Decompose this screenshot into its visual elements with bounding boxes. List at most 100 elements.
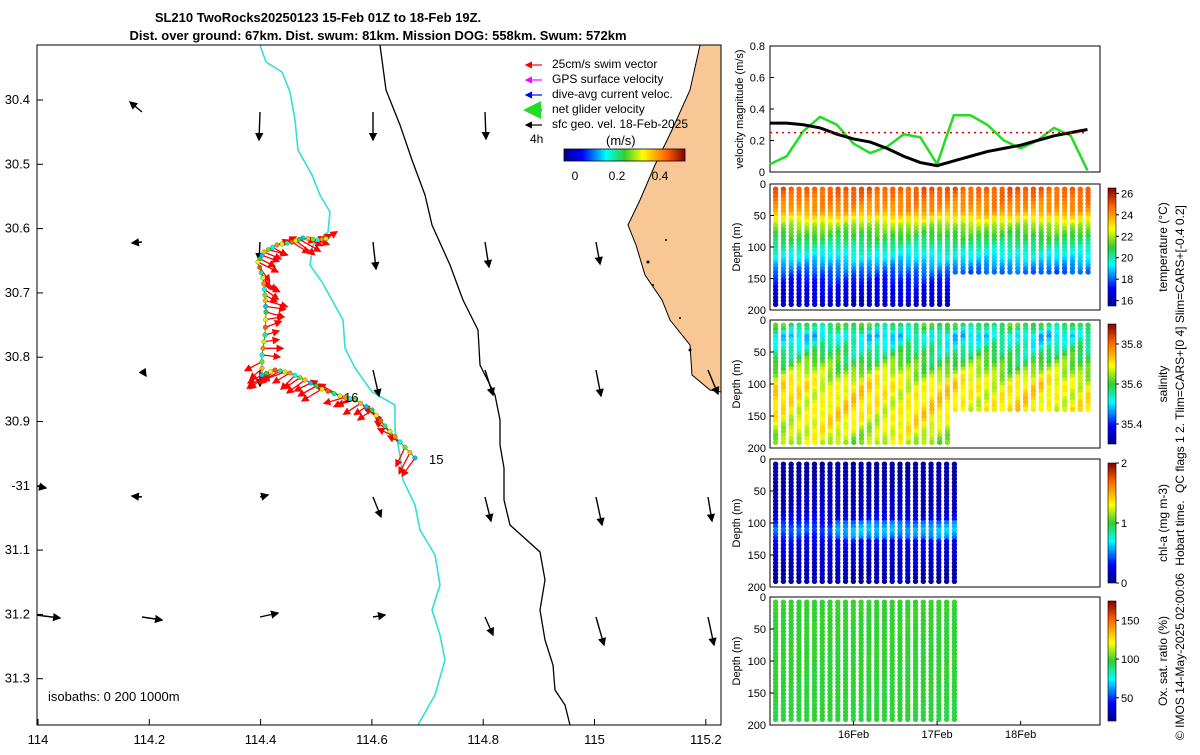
glider-position	[287, 370, 293, 376]
oxygen-sample	[943, 716, 950, 723]
temperature-sample	[874, 301, 880, 308]
temperature-y-label: Depth (m)	[731, 223, 743, 272]
glider-position	[268, 369, 274, 375]
swim-vector	[356, 409, 373, 421]
side-note: © IMOS 14-May-2025 02:00:06 Hobart time.…	[1173, 205, 1187, 740]
oxygen-sample	[804, 716, 810, 723]
salinity-panel: 0 50 100 150 200 Depth (m) 35.4 35.6 35.8 salinit…	[731, 315, 1170, 455]
temperature-sample	[913, 301, 919, 308]
title-line-2: Dist. over ground: 67km. Dist. swum: 81k…	[129, 28, 626, 43]
glider-position	[262, 332, 268, 338]
salinity-y-label: Depth (m)	[731, 360, 743, 409]
glider-position	[378, 418, 384, 424]
temperature-sample	[1069, 269, 1076, 275]
temperature-sample	[921, 301, 927, 308]
chl-a-sample	[889, 578, 895, 585]
glider-position	[325, 388, 331, 394]
glider-position	[331, 391, 337, 397]
oxygen-sample	[951, 716, 958, 723]
sfc-velocity-arrow	[484, 369, 495, 397]
glider-position	[261, 286, 267, 292]
swim-vector	[261, 352, 282, 361]
salinity-sample	[905, 439, 912, 446]
salinity-sample	[944, 439, 951, 446]
sfc-velocity-arrow	[255, 111, 264, 142]
swim-vector	[263, 336, 281, 345]
map-x-tick-label: 114.6	[356, 732, 388, 747]
time-x-tick-label: 18Feb	[1005, 729, 1036, 741]
time-note: Hobart time.	[1173, 500, 1187, 565]
sfc-velocity-arrow	[594, 241, 603, 266]
swim-vector	[373, 420, 391, 432]
salinity-sample	[960, 406, 966, 413]
temperature-sample	[952, 269, 958, 275]
swim-vector	[271, 372, 291, 384]
temperature-sample	[905, 301, 912, 308]
legend-colorbar	[563, 148, 686, 162]
oxygen-sample	[780, 716, 787, 723]
oxygen-sample	[811, 716, 818, 723]
oxygen-sample	[772, 716, 779, 723]
salinity-y-tick-label: 150	[748, 411, 766, 423]
sfc-velocity-arrow	[130, 238, 143, 247]
temperature-sample	[827, 301, 833, 308]
glider-position	[263, 317, 269, 323]
map-y-tick-label: -31	[11, 478, 30, 493]
glider-position	[259, 372, 265, 378]
salinity-sample	[1085, 406, 1091, 413]
oxygen-sample	[866, 716, 872, 723]
swim-vector	[265, 311, 286, 320]
glider-position	[263, 309, 269, 315]
salinity-sample	[772, 439, 779, 446]
glider-position	[319, 236, 325, 242]
temperature-sample	[991, 269, 998, 275]
oxygen-y-tick-label: 50	[754, 624, 766, 636]
map-legend: 25cm/s swim vector GPS surface velocity …	[523, 57, 688, 183]
sfc-velocity-arrow	[595, 616, 607, 647]
swim-vector	[297, 385, 317, 397]
temperature-sample	[897, 301, 904, 308]
oxygen-sample	[788, 716, 794, 723]
swim-vector	[395, 447, 406, 468]
sfc-velocity-arrow	[372, 612, 387, 621]
salinity-sample	[780, 439, 787, 446]
temperature-sample	[929, 301, 935, 308]
salinity-sample	[1030, 406, 1037, 413]
temperature-sample	[772, 301, 779, 308]
chl-a-sample	[788, 578, 794, 585]
salinity-sample	[983, 406, 990, 413]
oxygen-sample	[827, 716, 833, 723]
glider-position	[392, 434, 398, 440]
chl-a-y-tick-label: 0	[760, 454, 766, 466]
oxygen-sample	[842, 716, 849, 723]
sfc-velocity-arrow	[141, 614, 164, 624]
glider-position	[382, 423, 388, 429]
map-x-tick-label: 115	[584, 732, 605, 747]
temperature-sample	[796, 301, 802, 308]
velocity-series-line	[770, 121, 1088, 168]
glider-position	[358, 400, 364, 406]
glider-position	[297, 375, 303, 381]
salinity-sample	[1077, 406, 1083, 413]
legend-sfc-label: sfc geo. vel. 18-Feb-2025	[552, 117, 688, 131]
temperature-colorbar	[1107, 187, 1117, 307]
title-line-1: SL210 TwoRocks20250123 15-Feb 01Z to 18-…	[155, 10, 481, 25]
sfc-velocity-arrow	[259, 492, 270, 501]
swim-vector	[272, 246, 288, 256]
chl-a-sample	[811, 578, 818, 585]
legend-swim-label: 25cm/s swim vector	[552, 57, 657, 71]
velocity-axes	[769, 45, 1101, 173]
temperature-panel: 0 50 100 150 200 Depth (m) 16 18 20 22 24 26 tempera…	[731, 179, 1170, 317]
day-15-label: 15	[429, 452, 443, 467]
salinity-cbar-tick-label: 35.8	[1121, 339, 1142, 351]
temperature-sample	[780, 301, 787, 308]
salinity-sample	[874, 439, 880, 446]
sfc-velocity-arrow	[707, 369, 720, 396]
glider-position	[373, 412, 379, 418]
swim-vector	[322, 396, 346, 406]
chl-a-sample	[850, 578, 857, 585]
oxygen-sample	[920, 716, 927, 723]
legend-gps-label: GPS surface velocity	[552, 72, 663, 86]
salinity-sample	[1015, 406, 1021, 413]
